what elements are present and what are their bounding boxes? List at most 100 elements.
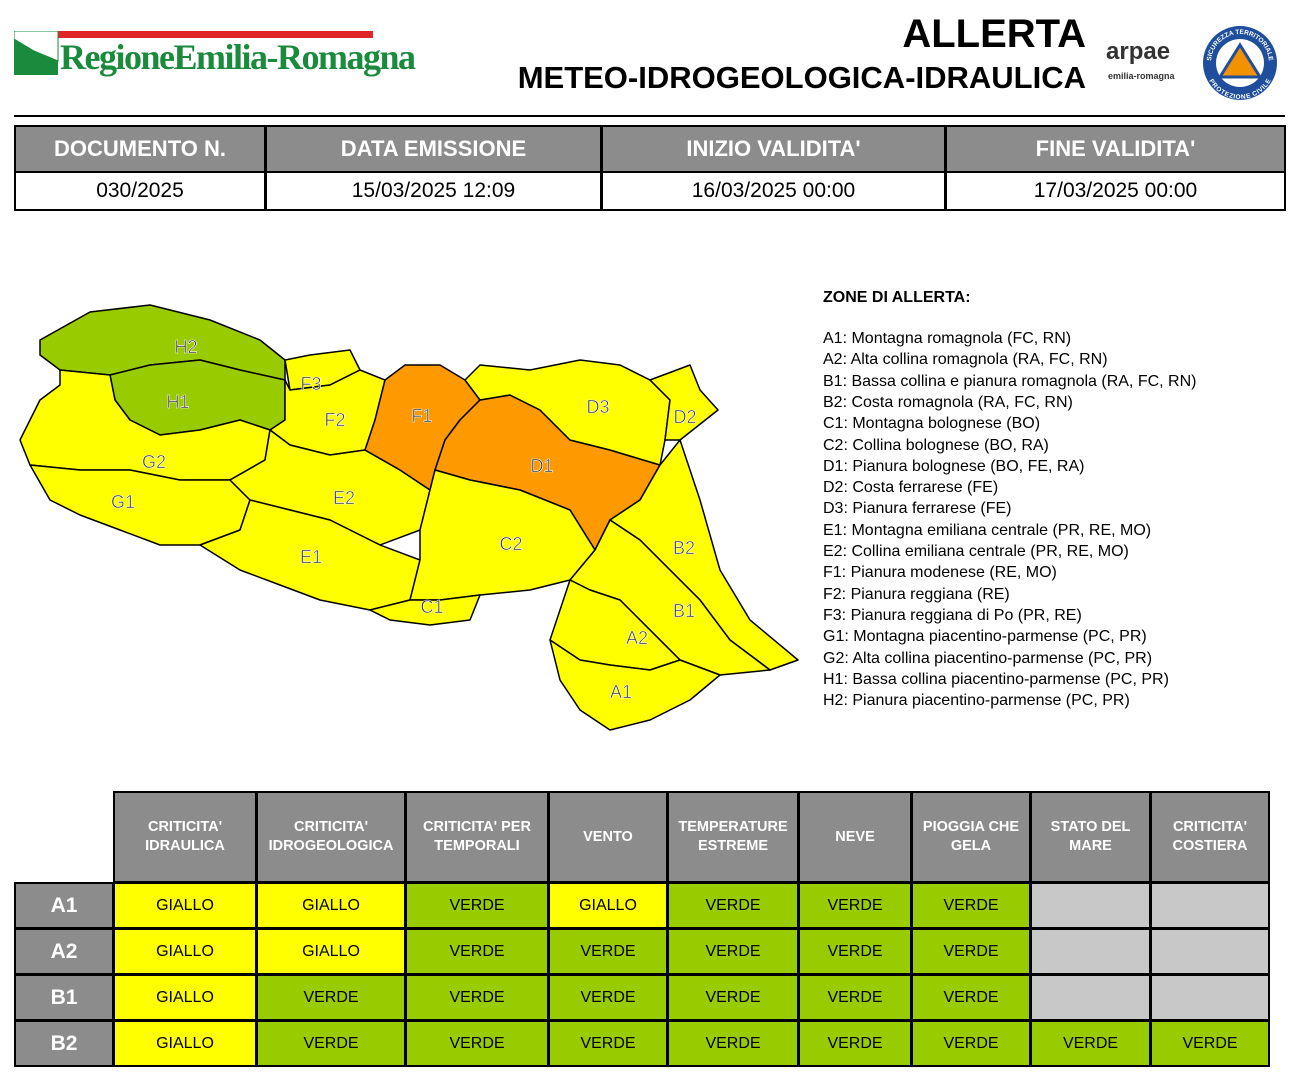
alert-cell	[1030, 928, 1151, 975]
alert-cell: VERDE	[911, 1020, 1031, 1067]
alert-cell: VERDE	[911, 928, 1031, 975]
doc-header: FINE VALIDITA'	[945, 125, 1286, 173]
alert-cell: GIALLO	[113, 928, 257, 975]
arpae-sub: emilia-romagna	[1108, 71, 1175, 81]
map-zone-label: B1	[673, 601, 695, 621]
alert-cell: VERDE	[1150, 1020, 1270, 1067]
alert-cell: VERDE	[798, 974, 912, 1021]
legend-item: F2: Pianura reggiana (RE)	[823, 585, 1010, 603]
title: ALLERTA	[902, 12, 1086, 56]
alert-cell: GIALLO	[113, 974, 257, 1021]
column-header: CRITICITA' IDRAULICA	[113, 791, 257, 883]
zone-cell: B2	[14, 1020, 114, 1067]
map-zone-label: B2	[673, 538, 695, 558]
legend-item: G2: Alta collina piacentino-parmense (PC…	[823, 649, 1153, 667]
alert-cell: VERDE	[1030, 1020, 1151, 1067]
alert-cell: VERDE	[667, 882, 799, 929]
alert-cell: VERDE	[667, 928, 799, 975]
alert-cell: VERDE	[798, 882, 912, 929]
alert-cell: VERDE	[405, 1020, 549, 1067]
alert-cell: VERDE	[256, 974, 406, 1021]
doc-value: 15/03/2025 12:09	[265, 171, 602, 211]
doc-value: 030/2025	[14, 171, 266, 211]
alert-cell: VERDE	[548, 974, 668, 1021]
column-header: CRITICITA' IDROGEOLOGICA	[256, 791, 406, 883]
legend-item: F3: Pianura reggiana di Po (PR, RE)	[823, 606, 1082, 624]
alert-cell: VERDE	[548, 1020, 668, 1067]
legend-item: F1: Pianura modenese (RE, MO)	[823, 564, 1057, 582]
map-zone-label: D3	[586, 397, 609, 417]
legend-item: D2: Costa ferrarese (FE)	[823, 479, 999, 497]
map-zone-label: C2	[499, 534, 522, 554]
column-header: NEVE	[798, 791, 912, 883]
alert-cell: VERDE	[405, 928, 549, 975]
doc-header: DOCUMENTO N.	[14, 125, 266, 173]
map-zone	[649, 364, 719, 441]
alert-cell	[1030, 974, 1151, 1021]
alert-cell: GIALLO	[113, 1020, 257, 1067]
alert-cell: VERDE	[405, 882, 549, 929]
map-zone-label: F1	[411, 406, 432, 426]
doc-header: INIZIO VALIDITA'	[601, 125, 946, 173]
map-zone-label: F3	[300, 374, 321, 394]
alert-cell: VERDE	[256, 1020, 406, 1067]
legend-item: B2: Costa romagnola (RA, FC, RN)	[823, 393, 1073, 411]
legend-item: H2: Pianura piacentino-parmense (PC, PR)	[823, 692, 1130, 710]
legend-item: D3: Pianura ferrarese (FE)	[823, 500, 1012, 518]
map-zone-label: H2	[174, 337, 197, 357]
alert-cell: VERDE	[798, 928, 912, 975]
map-zone-label: F2	[324, 410, 345, 430]
alert-cell: VERDE	[667, 1020, 799, 1067]
map-zone-label: H1	[166, 392, 189, 412]
alert-cell: GIALLO	[113, 882, 257, 929]
header-rule	[14, 115, 1285, 117]
column-header: TEMPERATURE ESTREME	[667, 791, 799, 883]
arpae-logo: arpae	[1106, 38, 1171, 65]
zone-cell: B1	[14, 974, 114, 1021]
map-zone-label: G2	[142, 452, 166, 472]
legend-item: B1: Bassa collina e pianura romagnola (R…	[823, 372, 1197, 390]
column-header: CRITICITA' COSTIERA	[1150, 791, 1270, 883]
map-zone	[369, 594, 481, 626]
legend-item: C1: Montagna bolognese (BO)	[823, 415, 1041, 433]
legend-item: G1: Montagna piacentino-parmense (PC, PR…	[823, 628, 1147, 646]
logo-flag	[14, 31, 59, 75]
map-zone-label: E1	[300, 547, 322, 567]
pc-logo: SICUREZZA TERRITORIALE PROTEZIONE CIVILE	[1203, 26, 1277, 101]
alert-cell: VERDE	[911, 882, 1031, 929]
logo-text: RegioneEmilia-Romagna	[60, 37, 416, 77]
map-zone-label: D1	[530, 456, 553, 476]
map-zone-label: E2	[333, 488, 355, 508]
legend-item: C2: Collina bolognese (BO, RA)	[823, 436, 1049, 454]
alert-cell: VERDE	[667, 974, 799, 1021]
alert-cell	[1150, 882, 1270, 929]
doc-value: 17/03/2025 00:00	[945, 171, 1286, 211]
alert-cell	[1150, 928, 1270, 975]
alert-cell	[1150, 974, 1270, 1021]
alert-cell: VERDE	[405, 974, 549, 1021]
doc-header: DATA EMISSIONE	[265, 125, 602, 173]
column-header: CRITICITA' PER TEMPORALI	[405, 791, 549, 883]
zone-cell: A2	[14, 928, 114, 975]
map-zone-label: G1	[111, 492, 135, 512]
alert-cell: VERDE	[798, 1020, 912, 1067]
alert-cell: GIALLO	[548, 882, 668, 929]
alert-cell: GIALLO	[256, 882, 406, 929]
legend-item: E1: Montagna emiliana centrale (PR, RE, …	[823, 521, 1152, 539]
zone-cell: A1	[14, 882, 114, 929]
legend-item: A2: Alta collina romagnola (RA, FC, RN)	[823, 351, 1108, 369]
column-header: STATO DEL MARE	[1030, 791, 1151, 883]
alert-cell: VERDE	[911, 974, 1031, 1021]
subtitle: METEO-IDROGEOLOGICA-IDRAULICA	[517, 60, 1086, 95]
doc-value: 16/03/2025 00:00	[601, 171, 946, 211]
alert-cell: GIALLO	[256, 928, 406, 975]
alert-cell	[1030, 882, 1151, 929]
map-zone-label: C1	[420, 597, 443, 617]
map-zone	[549, 639, 721, 731]
alert-cell: VERDE	[548, 928, 668, 975]
legend-item: H1: Bassa collina piacentino-parmense (P…	[823, 670, 1169, 688]
legend-title: ZONE DI ALLERTA:	[823, 289, 971, 306]
column-header: PIOGGIA CHE GELA	[911, 791, 1031, 883]
